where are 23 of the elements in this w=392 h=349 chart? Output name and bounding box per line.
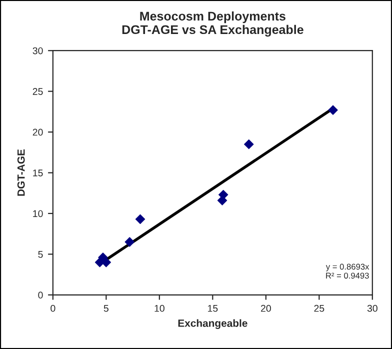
point bbox=[124, 237, 134, 247]
y-axis-title: DGT-AGE bbox=[17, 149, 25, 196]
x-tick-label: 15 bbox=[208, 304, 218, 312]
y-tick-label: 5 bbox=[38, 251, 43, 258]
x-tick-label: 30 bbox=[367, 304, 378, 312]
x-axis-title: Exchangeable bbox=[178, 319, 248, 329]
point bbox=[244, 139, 254, 150]
y-tick-label: 20 bbox=[32, 128, 43, 136]
x-tick-label: 0 bbox=[50, 304, 56, 312]
point bbox=[328, 105, 338, 115]
point bbox=[135, 214, 146, 224]
x-tick-label: 20 bbox=[260, 304, 271, 312]
y-tick-label: 25 bbox=[32, 88, 43, 95]
x-tick-label: 25 bbox=[314, 304, 324, 312]
y-tick-label: 30 bbox=[32, 47, 43, 54]
y-tick-label: 10 bbox=[33, 210, 43, 218]
x-tick-label: 10 bbox=[154, 304, 164, 312]
annotation: y = 0.8693x R² = 0.9493 bbox=[326, 264, 370, 279]
chart-title: Mesocosm Deployments DGT-AGE vs SA Exchangeable bbox=[122, 11, 304, 37]
point bbox=[218, 190, 228, 200]
x-tick-label: 5 bbox=[104, 304, 108, 312]
y-tick-label: 0 bbox=[38, 292, 43, 299]
y-tick-label: 15 bbox=[33, 170, 43, 176]
